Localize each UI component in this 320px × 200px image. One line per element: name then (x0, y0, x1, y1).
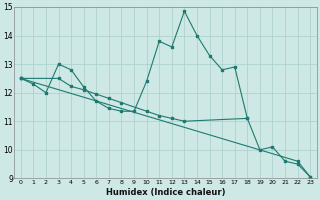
X-axis label: Humidex (Indice chaleur): Humidex (Indice chaleur) (106, 188, 225, 197)
